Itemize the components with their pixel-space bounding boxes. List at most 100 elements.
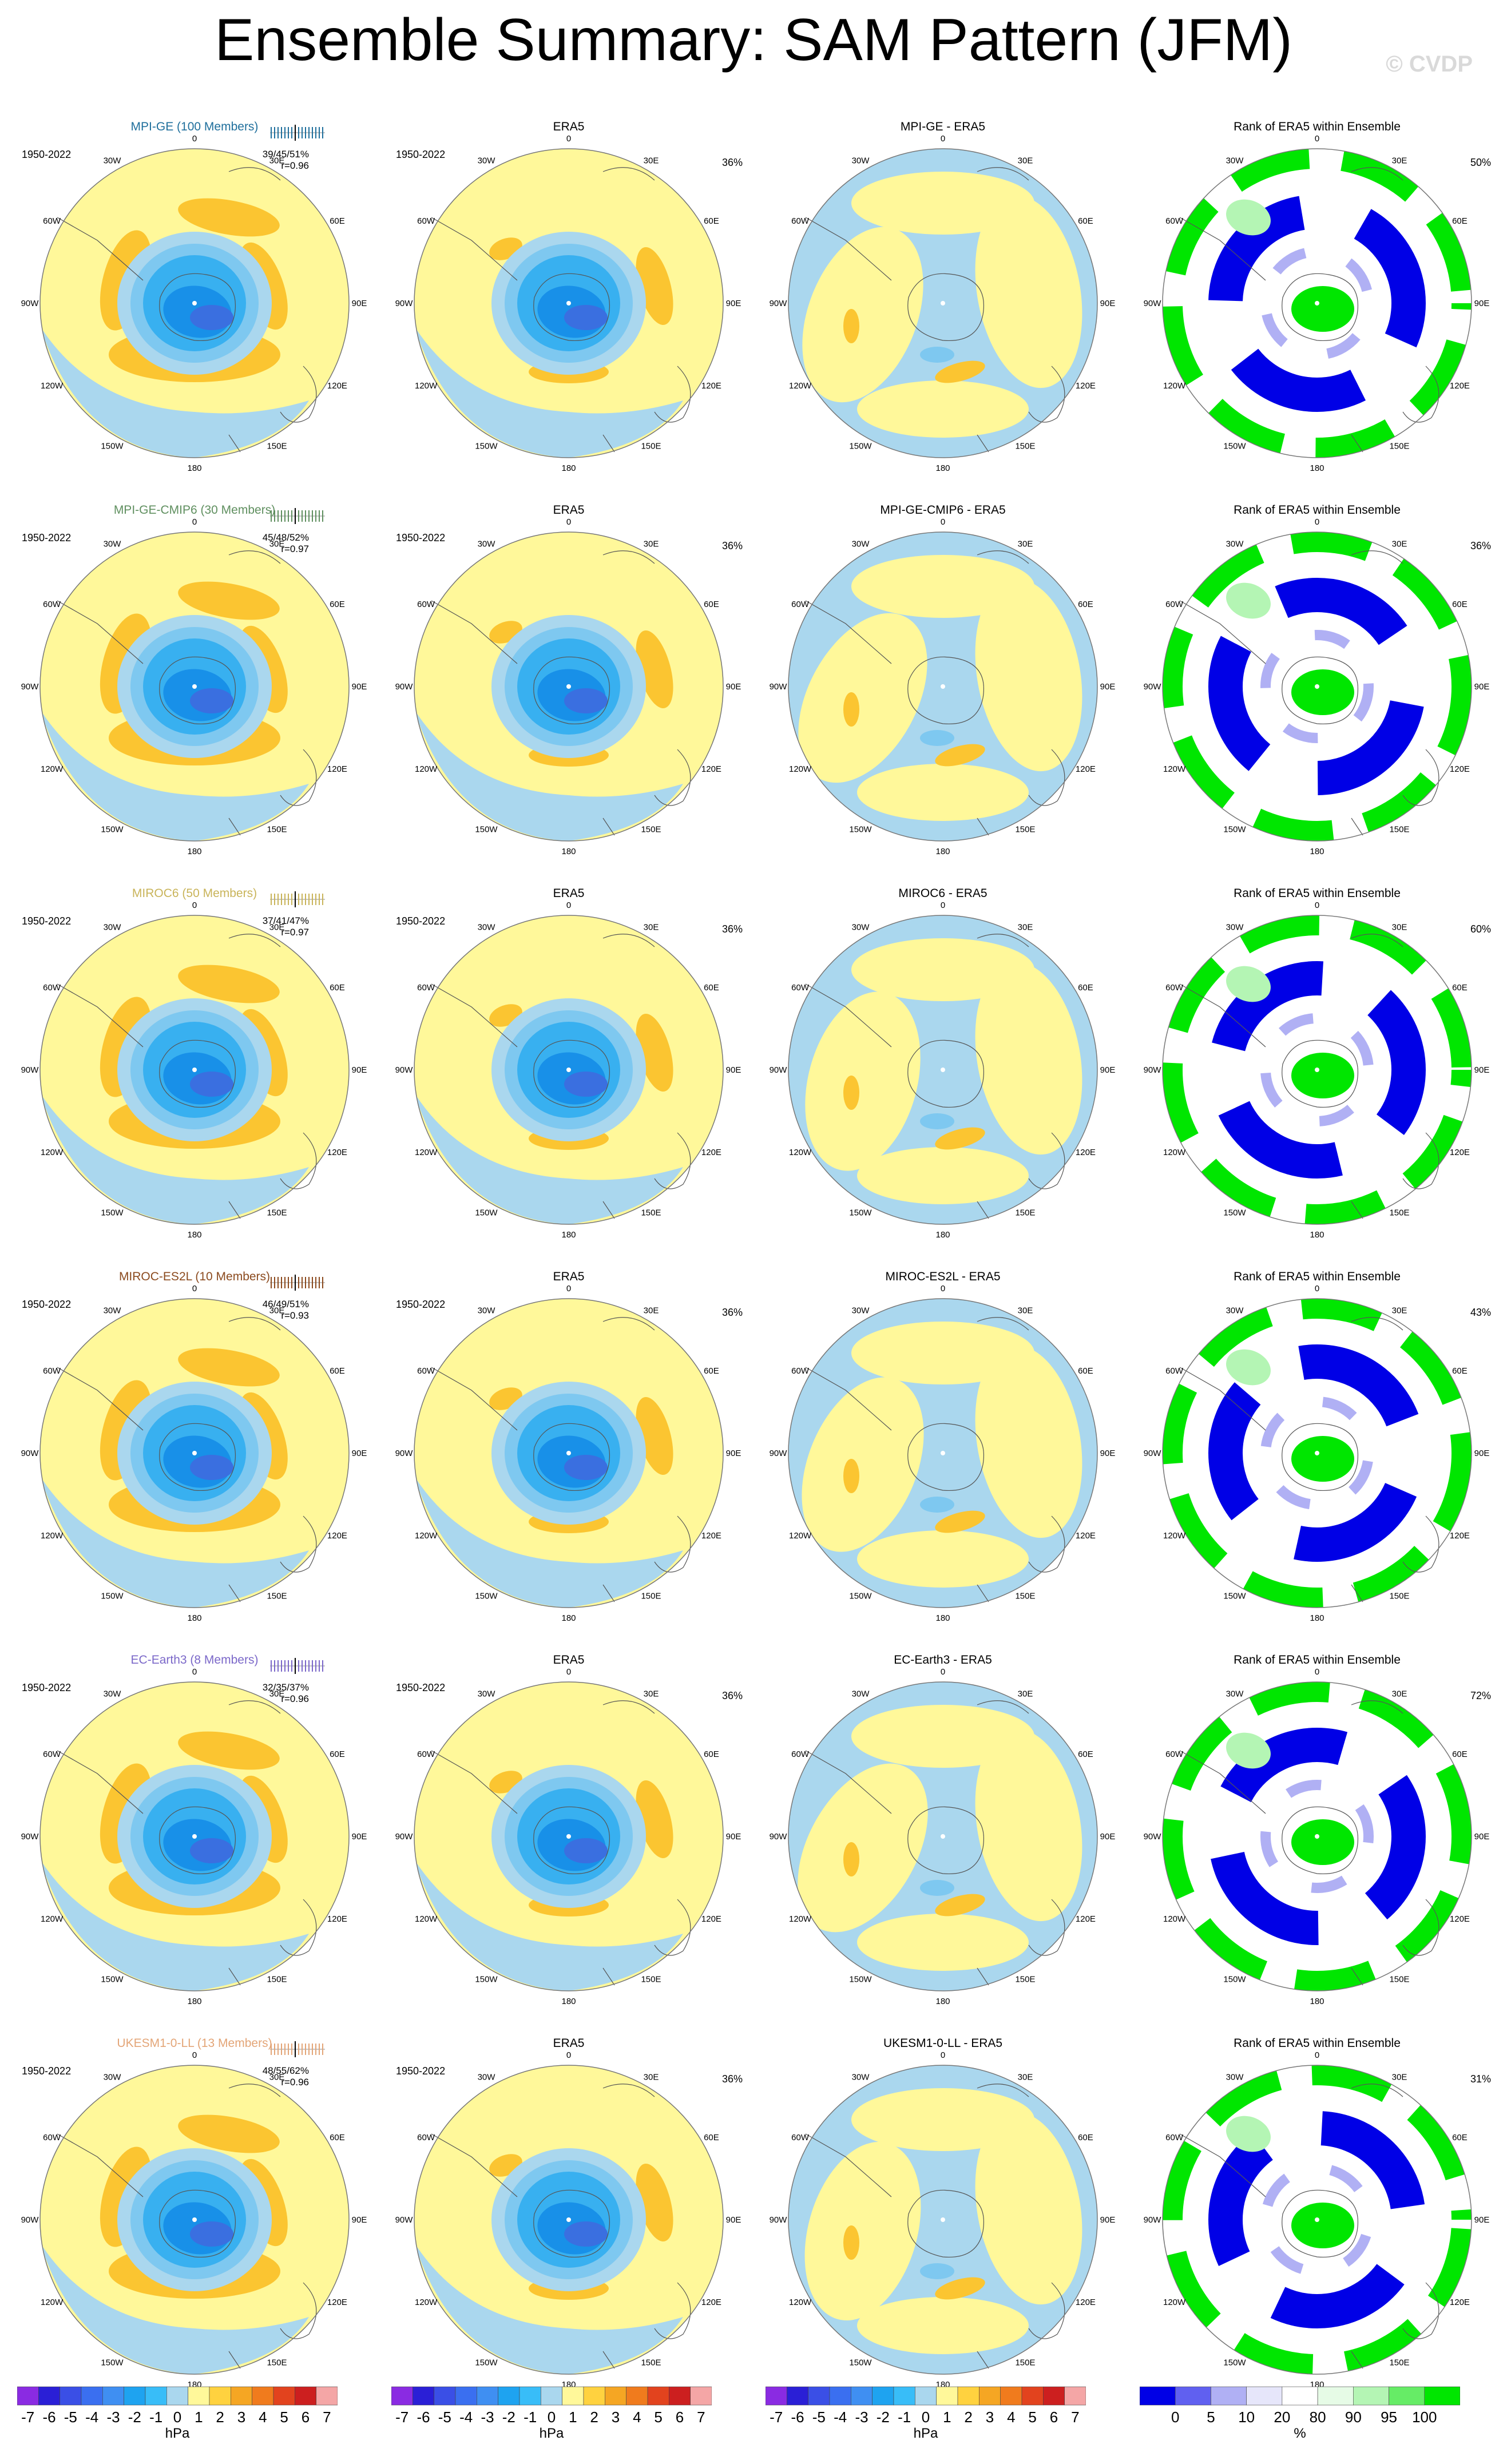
colorbar-tick-label: -7 (21, 2409, 35, 2426)
longitude-label: 180 (561, 847, 576, 856)
negative-core-deep (190, 305, 233, 330)
positive-diff-south (857, 764, 1029, 821)
new-zealand-coast (228, 1584, 241, 1602)
colorbar-tick-label: -2 (502, 2409, 515, 2426)
longitude-label: 0 (566, 1667, 571, 1677)
south-pole-marker (941, 2217, 945, 2222)
positive-diff-east (975, 195, 1082, 388)
new-zealand-coast (228, 1967, 241, 1986)
australia-coast (280, 749, 317, 806)
panel-diff-row-3: MIROC6 - ERA5 0 30E 60E 90E 120E 150E 180 150W 12… (766, 887, 1120, 1259)
longitude-label: 150E (1015, 441, 1035, 451)
colorbar-swatch (583, 2386, 605, 2406)
longitude-label: 60E (704, 600, 719, 609)
map-boundary (39, 1298, 350, 1608)
longitude-label: 150W (101, 1208, 124, 1217)
positive-diff-north (851, 938, 1034, 1001)
colorbar-swatch (102, 2386, 124, 2406)
panel-model-row-3: MIROC6 (50 Members) 1950-2022 37/41/47% r=0… (17, 887, 372, 1259)
rank-ring-high (1163, 1299, 1472, 1608)
negative-core-deep (564, 2221, 608, 2247)
panel-title: ERA5 (553, 1270, 585, 1283)
colorbar-swatch (166, 2386, 188, 2406)
south-pole-marker (192, 301, 197, 305)
longitude-label: 30E (1018, 1689, 1033, 1699)
longitude-label: 150E (641, 441, 661, 451)
longitude-label: 150E (1389, 1974, 1409, 1984)
longitude-label: 30E (644, 156, 659, 166)
longitude-label: 30E (644, 1689, 659, 1699)
panel-title: EC-Earth3 - ERA5 (894, 1653, 992, 1667)
new-zealand-coast (1351, 2351, 1363, 2369)
period-label: 1950-2022 (22, 532, 72, 543)
longitude-label: 30W (852, 923, 870, 933)
south-america-coast (1179, 2133, 1266, 2197)
longitude-label: 150E (267, 1974, 287, 1984)
africa-coast (228, 167, 281, 181)
panel-title: MPI-GE-CMIP6 (30 Members) (113, 503, 276, 517)
colorbar-swatch (787, 2386, 808, 2406)
longitude-label: 0 (192, 134, 197, 144)
colorbar-tick-label: -2 (128, 2409, 141, 2426)
longitude-label: 90W (1144, 1449, 1162, 1458)
longitude-label: 0 (941, 517, 945, 527)
longitude-label: 90W (1144, 1832, 1162, 1842)
longitude-label: 0 (941, 1284, 945, 1293)
colorbar-swatch (829, 2386, 851, 2406)
longitude-label: 0 (1315, 2050, 1319, 2060)
longitude-label: 30W (852, 2073, 870, 2082)
positive-diff-west (805, 991, 921, 1171)
map-boundary (414, 2065, 724, 2375)
longitude-label: 30W (104, 1689, 122, 1699)
longitude-label: 150W (849, 1974, 872, 1984)
longitude-label: 180 (1310, 1613, 1324, 1623)
colorbar-tick-label: 4 (1007, 2409, 1016, 2426)
new-zealand-coast (977, 1201, 989, 1219)
longitude-label: 120E (701, 1148, 721, 1157)
panel-era-row-2: ERA5 1950-2022 36% 0 30E 60E 90E 120E 150E 180 150… (391, 503, 746, 875)
map-boundary (1162, 531, 1472, 842)
panel-title: Rank of ERA5 within Ensemble (1234, 887, 1401, 900)
positive-diff-west (802, 1377, 924, 1552)
longitude-label: 90E (1100, 2215, 1116, 2225)
longitude-label: 30W (1226, 923, 1244, 933)
africa-coast (602, 934, 655, 947)
longitude-label: 120E (1076, 381, 1096, 391)
map-boundary (788, 1681, 1098, 1991)
new-zealand-coast (228, 818, 241, 836)
south-america-coast (1179, 1367, 1266, 1431)
polar-map-rank: 0 30E 60E 90E 120E 150E 180 150W 120W 90W 60W 30W (1144, 134, 1490, 473)
longitude-label: 150E (641, 1974, 661, 1984)
africa-coast (1351, 934, 1403, 947)
map-boundary (39, 2065, 350, 2375)
antarctica-coast (1282, 656, 1358, 725)
longitude-label: 150W (475, 1591, 498, 1601)
rank-ring-low (1208, 578, 1426, 795)
variance-explained: 46/49/51% (262, 1299, 309, 1310)
colorbar-tick-label: -4 (459, 2409, 473, 2426)
colorbar-swatch (145, 2386, 167, 2406)
antarctica-coast (1282, 2189, 1358, 2258)
longitude-label: 120W (1163, 1148, 1186, 1157)
map-boundary (1162, 2065, 1472, 2375)
positive-diff-west (804, 2141, 921, 2321)
longitude-label: 60E (1452, 600, 1468, 609)
australia-coast (1028, 2282, 1065, 2339)
antarctica-coast (159, 2189, 236, 2258)
africa-coast (228, 934, 281, 947)
positive-diff-max (935, 1510, 985, 1533)
panel-title: ERA5 (553, 1653, 585, 1667)
longitude-label: 0 (566, 1284, 571, 1293)
longitude-label: 90W (1144, 682, 1162, 692)
longitude-label: 150W (475, 2358, 498, 2367)
longitude-label: 120E (327, 764, 347, 774)
longitude-label: 60E (330, 2133, 345, 2142)
positive-diff-south (857, 1530, 1029, 1588)
longitude-label: 180 (1310, 463, 1324, 473)
positive-anomaly-north (178, 965, 280, 1003)
rank-percent: 36% (1470, 540, 1492, 551)
coastlines (57, 167, 317, 453)
longitude-label: 150E (641, 824, 661, 834)
colorbar-tick-label: 10 (1238, 2409, 1255, 2426)
colorbar-swatch (498, 2386, 520, 2406)
